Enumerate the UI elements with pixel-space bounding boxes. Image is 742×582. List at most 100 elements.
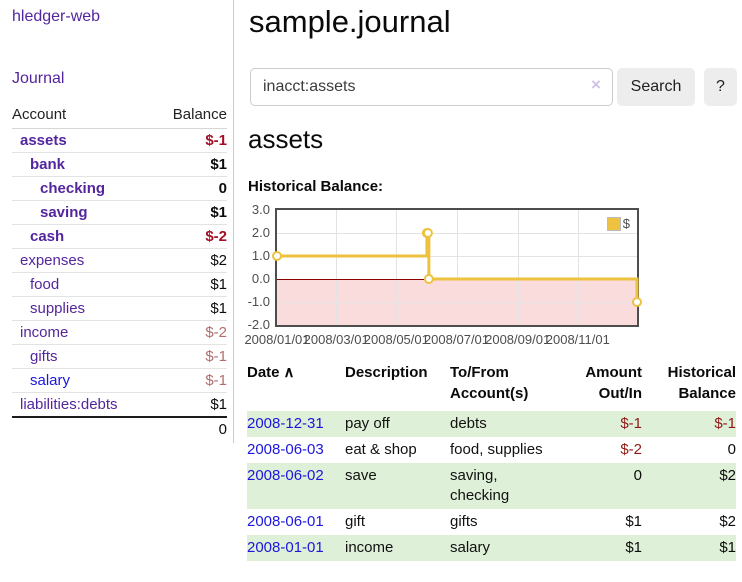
accounts-total: 0: [218, 421, 227, 438]
register-table: Date ∧ Description To/From Account(s) Amo…: [247, 357, 736, 561]
account-balance: $-1: [154, 344, 227, 369]
account-balance: $2: [154, 248, 227, 273]
account-balance: $1: [154, 296, 227, 321]
clear-search-icon[interactable]: ×: [591, 75, 601, 94]
accounts-header-account: Account: [12, 102, 155, 129]
account-balance: $-1: [154, 128, 227, 153]
account-link[interactable]: supplies: [30, 300, 86, 317]
accounts-header-balance: Balance: [154, 102, 227, 129]
help-button[interactable]: ?: [704, 68, 737, 106]
account-link[interactable]: bank: [30, 156, 66, 173]
account-link[interactable]: saving: [40, 204, 88, 221]
app-title-link[interactable]: hledger-web: [12, 8, 101, 25]
historical-balance-chart: $ 3.0 2.0 1.0 0.0 -1.0 -2.0 2008/01/01 2008/03/…: [240, 202, 642, 350]
account-balance: $1: [154, 200, 227, 225]
account-balance: 0: [154, 176, 227, 201]
sidebar-divider: [233, 0, 234, 443]
chart-title: Historical Balance:: [248, 178, 384, 195]
page-title: sample.journal: [249, 4, 451, 39]
data-point-marker: [632, 297, 642, 307]
y-axis-tick-label: 1.0: [251, 248, 270, 263]
account-link[interactable]: cash: [30, 228, 65, 245]
transaction-description: eat & shop: [345, 441, 417, 458]
v-gridline: [517, 210, 519, 325]
transaction-accounts: salary: [450, 535, 570, 561]
transaction-date-link[interactable]: 2008-12-31: [247, 415, 324, 432]
transaction-row[interactable]: 2008-06-02 save saving, checking 0 $2: [247, 463, 736, 509]
balance-line: [277, 231, 639, 302]
y-axis-tick-label: -1.0: [247, 294, 270, 309]
account-row: supplies $1: [12, 296, 227, 321]
transaction-date-link[interactable]: 2008-01-01: [247, 539, 324, 556]
account-link[interactable]: expenses: [20, 252, 85, 269]
accounts-table: Account Balance assets $-1 bank $1 check…: [12, 102, 227, 441]
v-gridline: [336, 210, 338, 325]
data-point-marker: [423, 274, 434, 284]
transaction-balance: $2: [642, 463, 736, 509]
transaction-amount: $1: [570, 535, 642, 561]
transaction-date-link[interactable]: 2008-06-03: [247, 441, 324, 458]
account-balance: $-1: [154, 368, 227, 393]
transaction-row[interactable]: 2008-12-31 pay off debts $-1 $-1: [247, 411, 736, 437]
y-axis-tick-label: 3.0: [251, 202, 270, 217]
legend-label: $: [622, 216, 630, 231]
transaction-amount: $-2: [620, 441, 642, 458]
data-point-marker: [422, 228, 433, 238]
account-link[interactable]: assets: [20, 132, 67, 149]
chart-plot-area: $: [272, 208, 642, 327]
account-section-heading: assets: [248, 124, 324, 154]
transaction-date-link[interactable]: 2008-06-02: [247, 467, 324, 484]
x-axis-tick-label: 2008/03/01: [303, 332, 369, 347]
accounts-total-row: 0: [12, 417, 227, 441]
account-link[interactable]: liabilities:debts: [20, 396, 118, 413]
account-balance: $1: [154, 272, 227, 297]
y-axis-tick-label: -2.0: [247, 317, 270, 332]
account-row: bank $1: [12, 152, 227, 177]
account-balance: $1: [154, 392, 227, 418]
register-header-row: Date ∧ Description To/From Account(s) Amo…: [247, 357, 736, 411]
account-row: cash $-2: [12, 224, 227, 249]
transaction-date-link[interactable]: 2008-06-01: [247, 513, 324, 530]
transaction-description: save: [345, 463, 450, 509]
transaction-row[interactable]: 2008-06-01 gift gifts $1 $2: [247, 509, 736, 535]
transaction-balance: $-1: [642, 411, 736, 437]
transaction-amount: $-1: [570, 411, 642, 437]
account-link[interactable]: salary: [30, 372, 71, 389]
account-row: food $1: [12, 272, 227, 297]
chart-legend: $: [604, 215, 632, 232]
account-link[interactable]: checking: [40, 180, 106, 197]
account-row: assets $-1: [12, 128, 227, 153]
transaction-accounts: saving, checking: [450, 463, 570, 509]
transaction-description: gift: [345, 513, 366, 530]
v-gridline: [456, 210, 458, 325]
sidebar-item-journal[interactable]: Journal: [12, 70, 65, 87]
account-link[interactable]: income: [20, 324, 69, 341]
transaction-row[interactable]: 2008-06-03 eat & shop food, supplies $-2…: [247, 437, 736, 463]
account-row: saving $1: [12, 200, 227, 225]
transaction-accounts: gifts: [450, 513, 478, 530]
register-header-date[interactable]: Date ∧: [247, 357, 345, 411]
account-link[interactable]: gifts: [30, 348, 58, 365]
balance-series: [272, 228, 642, 307]
register-header-balance: Historical Balance: [667, 364, 736, 402]
account-row: checking 0: [12, 176, 227, 201]
y-axis-tick-label: 2.0: [251, 225, 270, 240]
transaction-amount: 0: [570, 463, 642, 509]
account-balance: $-2: [154, 320, 227, 345]
transaction-row[interactable]: 2008-01-01 income salary $1 $1: [247, 535, 736, 561]
transaction-accounts: food, supplies: [450, 441, 543, 458]
search-input[interactable]: [250, 68, 613, 106]
account-link[interactable]: food: [30, 276, 60, 293]
v-gridline: [396, 210, 398, 325]
transaction-amount: $1: [625, 513, 642, 530]
transaction-balance: 0: [727, 441, 736, 458]
account-row: gifts $-1: [12, 344, 227, 369]
search-button[interactable]: Search: [617, 68, 695, 106]
transaction-balance: $2: [719, 513, 736, 530]
v-gridline: [577, 210, 579, 325]
data-point-marker: [272, 251, 282, 261]
accounts-header-row: Account Balance: [12, 102, 227, 129]
account-row: liabilities:debts $1: [12, 392, 227, 418]
account-balance: $1: [154, 152, 227, 177]
